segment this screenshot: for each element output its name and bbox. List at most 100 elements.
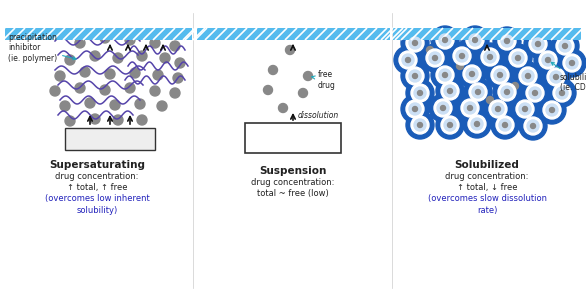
Circle shape: [556, 87, 568, 99]
Circle shape: [461, 26, 489, 54]
Circle shape: [563, 44, 567, 49]
Circle shape: [498, 72, 503, 77]
Circle shape: [494, 69, 506, 81]
Circle shape: [437, 102, 449, 114]
Circle shape: [409, 37, 421, 49]
Circle shape: [504, 44, 532, 72]
Circle shape: [170, 88, 180, 98]
Circle shape: [436, 111, 464, 139]
Circle shape: [402, 54, 414, 66]
Circle shape: [426, 49, 444, 67]
Circle shape: [434, 99, 452, 117]
Text: Suspension: Suspension: [260, 166, 326, 176]
Circle shape: [469, 83, 487, 101]
Circle shape: [509, 49, 527, 67]
Circle shape: [514, 62, 542, 90]
Circle shape: [406, 79, 434, 107]
Circle shape: [409, 70, 421, 82]
Circle shape: [539, 51, 557, 69]
Text: drug concentration:: drug concentration:: [251, 178, 335, 187]
Circle shape: [486, 61, 514, 89]
Circle shape: [436, 31, 454, 49]
Circle shape: [427, 46, 434, 54]
Circle shape: [466, 68, 478, 80]
Circle shape: [461, 99, 479, 117]
Circle shape: [468, 115, 486, 133]
Circle shape: [534, 46, 562, 74]
Circle shape: [469, 72, 475, 77]
Circle shape: [285, 46, 295, 55]
Circle shape: [429, 94, 457, 122]
Circle shape: [519, 67, 537, 85]
Circle shape: [411, 84, 429, 102]
Circle shape: [475, 122, 479, 126]
Circle shape: [554, 74, 558, 80]
Circle shape: [538, 96, 566, 124]
Circle shape: [413, 74, 417, 78]
Circle shape: [65, 116, 75, 126]
Text: dissolution: dissolution: [298, 111, 339, 119]
Circle shape: [80, 67, 90, 77]
Circle shape: [406, 34, 424, 52]
Circle shape: [453, 47, 471, 65]
Circle shape: [489, 100, 507, 118]
Circle shape: [559, 40, 571, 52]
Circle shape: [516, 55, 520, 60]
Text: (overcomes slow dissolution
rate): (overcomes slow dissolution rate): [428, 194, 547, 215]
Circle shape: [466, 31, 484, 49]
Circle shape: [471, 118, 483, 130]
Circle shape: [439, 34, 451, 46]
Circle shape: [125, 83, 135, 93]
Circle shape: [448, 122, 452, 128]
Circle shape: [492, 103, 504, 115]
Circle shape: [130, 68, 140, 78]
Circle shape: [456, 50, 468, 62]
Circle shape: [464, 78, 492, 106]
Circle shape: [157, 101, 167, 111]
Circle shape: [439, 69, 451, 81]
Circle shape: [413, 41, 417, 46]
Circle shape: [399, 51, 417, 69]
Circle shape: [484, 51, 496, 63]
Text: (overcomes low inherent
solubility): (overcomes low inherent solubility): [45, 194, 149, 215]
Circle shape: [522, 70, 534, 82]
Circle shape: [170, 41, 180, 51]
Circle shape: [533, 91, 537, 95]
Circle shape: [519, 112, 547, 140]
Circle shape: [498, 32, 516, 50]
Circle shape: [444, 119, 456, 131]
Bar: [197, 28, 390, 40]
Circle shape: [527, 120, 539, 132]
Circle shape: [543, 101, 561, 119]
Circle shape: [526, 74, 530, 78]
Circle shape: [441, 116, 459, 134]
Bar: [393, 28, 581, 40]
Circle shape: [512, 52, 524, 64]
Circle shape: [304, 72, 312, 80]
Circle shape: [150, 86, 160, 96]
Circle shape: [60, 101, 70, 111]
Circle shape: [501, 35, 513, 47]
Circle shape: [278, 103, 288, 113]
Circle shape: [55, 71, 65, 81]
Circle shape: [448, 89, 452, 94]
Circle shape: [75, 38, 85, 48]
Circle shape: [406, 67, 424, 85]
Circle shape: [491, 111, 519, 139]
Circle shape: [135, 99, 145, 109]
Circle shape: [137, 51, 147, 61]
Circle shape: [456, 63, 464, 69]
Text: absorption: absorption: [299, 30, 340, 40]
Circle shape: [436, 77, 464, 105]
Circle shape: [476, 43, 504, 71]
Circle shape: [524, 117, 542, 135]
Circle shape: [100, 85, 110, 95]
Text: solubilizer
(ie. CD): solubilizer (ie. CD): [551, 62, 586, 92]
Circle shape: [442, 38, 448, 43]
Circle shape: [536, 41, 540, 46]
Circle shape: [484, 95, 512, 123]
Circle shape: [570, 60, 574, 66]
Circle shape: [125, 35, 135, 45]
Circle shape: [414, 87, 426, 99]
Bar: [245, 123, 341, 153]
